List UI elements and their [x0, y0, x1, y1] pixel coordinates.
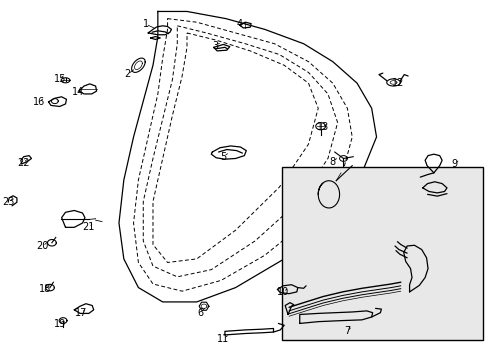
Text: 1: 1 — [142, 19, 148, 29]
Text: 3: 3 — [212, 41, 218, 50]
Text: 17: 17 — [75, 309, 87, 318]
Text: 11: 11 — [217, 333, 229, 343]
Text: 9: 9 — [450, 159, 456, 169]
Text: 18: 18 — [39, 284, 51, 294]
FancyBboxPatch shape — [281, 167, 483, 339]
Text: 8: 8 — [329, 157, 335, 167]
Text: 5: 5 — [220, 152, 226, 162]
Text: 19: 19 — [54, 319, 66, 329]
Text: 14: 14 — [71, 87, 83, 97]
Text: 2: 2 — [124, 69, 131, 79]
Text: 23: 23 — [2, 197, 14, 207]
Text: 4: 4 — [236, 19, 242, 29]
Text: 16: 16 — [33, 97, 45, 107]
Text: 15: 15 — [53, 74, 66, 84]
Text: 7: 7 — [344, 326, 350, 336]
Text: 22: 22 — [17, 158, 29, 168]
Text: 6: 6 — [197, 308, 203, 318]
Text: 21: 21 — [82, 222, 95, 232]
Text: 20: 20 — [37, 241, 49, 251]
Text: 13: 13 — [316, 122, 328, 132]
Text: 10: 10 — [277, 287, 289, 297]
Text: 12: 12 — [391, 78, 404, 88]
